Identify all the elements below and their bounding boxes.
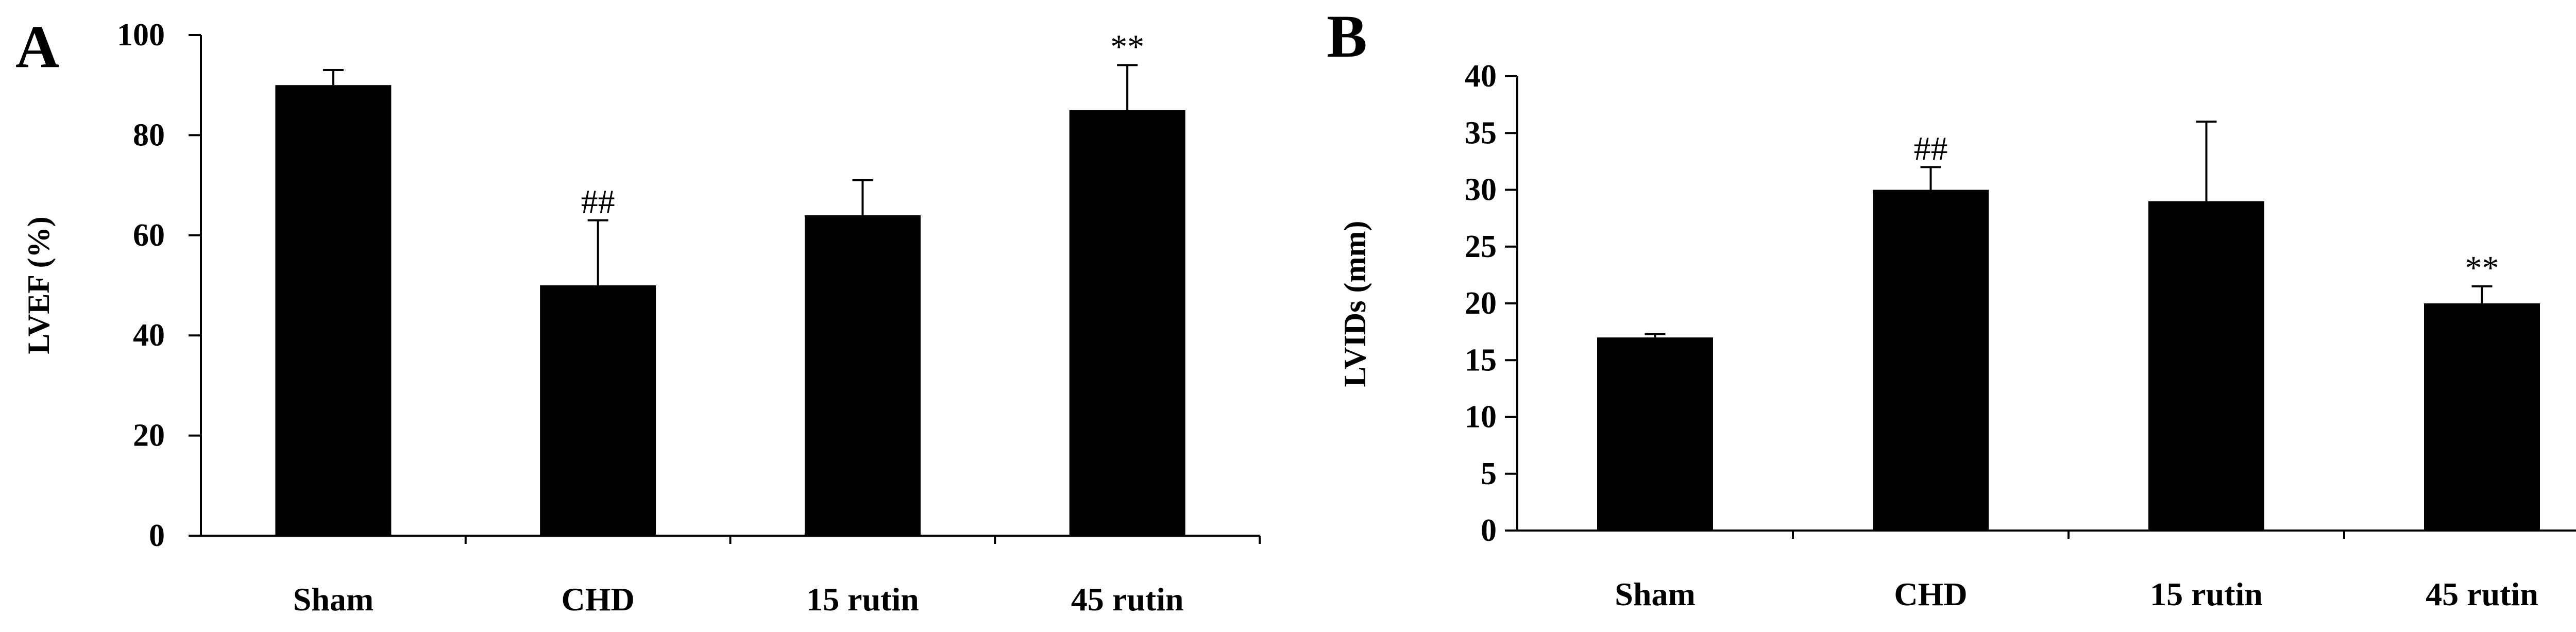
y-ticks-a: 0 20 40 60 80 100 xyxy=(117,18,1261,553)
significance-label-b-1: ## xyxy=(1914,130,1948,167)
chart-panel-b: B LVIDs (mm) 0 5 10 15 20 25 30 35 40 Sham ## CHD 1… xyxy=(1327,3,2576,612)
y-tick-label-a-60: 60 xyxy=(133,218,165,253)
category-label-b-0: Sham xyxy=(1615,576,1696,612)
category-label-a-0: Sham xyxy=(293,581,374,618)
significance-label-b-3: ** xyxy=(2465,249,2499,287)
y-tick-label-a-80: 80 xyxy=(133,117,165,152)
bar-b-0 xyxy=(1597,337,1713,531)
bar-a-3 xyxy=(1069,110,1185,536)
chart-panel-a: A LVEF (%) 0 20 40 60 80 100 Sham ## CHD 15 ruti… xyxy=(15,13,1261,618)
bars-a: Sham ## CHD 15 rutin ** 45 rutin xyxy=(275,28,1185,618)
y-tick-label-b-40: 40 xyxy=(1465,59,1497,94)
y-tick-label-b-10: 10 xyxy=(1465,400,1497,435)
y-axis-title-a: LVEF (%) xyxy=(22,216,56,354)
y-tick-label-b-15: 15 xyxy=(1465,343,1497,378)
bar-a-1 xyxy=(540,285,656,536)
bar-b-2 xyxy=(2148,201,2264,531)
bar-b-1 xyxy=(1873,190,1989,531)
y-tick-label-b-35: 35 xyxy=(1465,115,1497,150)
y-ticks-b: 0 5 10 15 20 25 30 35 40 xyxy=(1465,59,2345,548)
y-tick-label-a-20: 20 xyxy=(133,418,165,453)
y-tick-label-b-25: 25 xyxy=(1465,229,1497,264)
panel-label-b: B xyxy=(1327,3,1367,70)
y-tick-label-b-0: 0 xyxy=(1481,513,1497,548)
category-label-a-2: 15 rutin xyxy=(806,581,919,618)
category-label-b-1: CHD xyxy=(1894,576,1967,612)
bar-a-2 xyxy=(804,215,921,536)
bar-a-0 xyxy=(275,85,392,536)
y-tick-label-b-20: 20 xyxy=(1465,286,1497,321)
y-tick-label-a-0: 0 xyxy=(149,518,165,553)
y-tick-label-a-100: 100 xyxy=(117,18,165,53)
y-tick-label-b-30: 30 xyxy=(1465,173,1497,208)
significance-label-a-1: ## xyxy=(581,183,615,221)
category-label-a-1: CHD xyxy=(562,581,635,618)
category-label-b-2: 15 rutin xyxy=(2150,576,2263,612)
panel-label-a: A xyxy=(15,13,59,80)
category-label-b-3: 45 rutin xyxy=(2426,576,2538,612)
y-axis-title-b: LVIDs (mm) xyxy=(1338,221,1372,387)
significance-label-a-3: ** xyxy=(1110,28,1144,65)
category-label-a-3: 45 rutin xyxy=(1071,581,1184,618)
bar-b-3 xyxy=(2424,303,2540,531)
y-tick-label-a-40: 40 xyxy=(133,318,165,353)
bars-b: Sham ## CHD 15 rutin ** 45 rutin xyxy=(1597,121,2540,612)
y-tick-label-b-5: 5 xyxy=(1481,456,1497,491)
